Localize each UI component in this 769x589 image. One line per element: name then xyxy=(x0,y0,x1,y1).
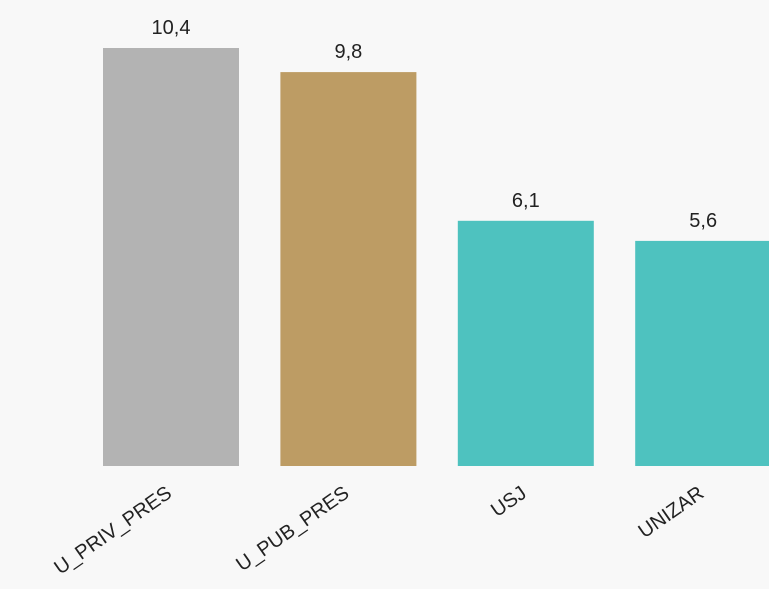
bar-usj xyxy=(457,220,594,466)
value-label-unizar: 5,6 xyxy=(689,210,717,232)
bar-u-pub-pres xyxy=(280,72,417,466)
category-label-u-priv-pres: U_PRIV_PRES xyxy=(50,482,176,579)
value-label-u-pub-pres: 9,8 xyxy=(334,41,362,63)
category-labels-layer: U_PRIV_PRES U_PUB_PRES USJ UNIZAR xyxy=(50,482,708,579)
category-label-u-pub-pres: U_PUB_PRES xyxy=(232,482,353,576)
value-label-usj: 6,1 xyxy=(512,190,540,212)
bar-u-priv-pres xyxy=(103,48,239,466)
category-label-usj: USJ xyxy=(487,482,531,522)
bars-layer xyxy=(103,48,769,466)
bar-unizar xyxy=(635,240,769,466)
value-label-u-priv-pres: 10,4 xyxy=(152,17,191,39)
category-label-unizar: UNIZAR xyxy=(634,482,708,543)
value-labels-layer: 10,4 9,8 6,1 5,6 xyxy=(152,17,718,232)
